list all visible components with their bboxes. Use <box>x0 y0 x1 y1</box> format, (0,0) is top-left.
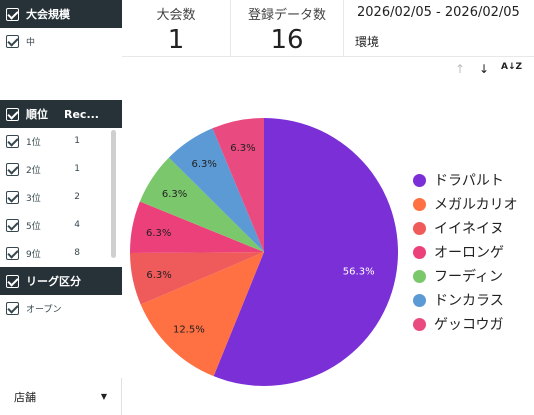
taikai-item-label: 中 <box>26 37 36 48</box>
rank-filter-item[interactable]: 2位 1 <box>0 158 80 180</box>
rank-filter-item[interactable]: 9位 8 <box>0 242 80 264</box>
legend-label: ドラパルト <box>434 173 504 189</box>
rank-filter-header[interactable]: 順位 Rec... <box>0 100 122 128</box>
pie-slice[interactable] <box>212 118 264 252</box>
rank-filter-count-header: Rec... <box>64 107 99 121</box>
rank-item-label: 5位 <box>26 221 41 232</box>
legend-swatch <box>413 245 426 259</box>
legend-label: ドンカラス <box>434 293 504 309</box>
league-select-all-checkbox[interactable] <box>6 274 19 288</box>
scorecard-label: 登録データ数 <box>247 8 326 23</box>
taikai-filter-header[interactable]: 大会規模 <box>0 0 122 28</box>
pie-slice-label: 6.3% <box>146 270 171 281</box>
pie-slice-label: 12.5% <box>173 324 205 335</box>
date-range-control[interactable]: 2026/02/05 - 2026/02/05 <box>357 5 520 20</box>
date-range-value: 2026/02/05 - 2026/02/05 <box>357 5 520 20</box>
rank-item-label: 2位 <box>26 165 41 176</box>
store-dropdown-label: 店舗 <box>14 390 36 404</box>
legend-item[interactable]: ゲッコウガ <box>413 314 503 334</box>
pie-slice[interactable] <box>140 252 264 377</box>
pie-slice[interactable] <box>213 118 398 386</box>
pie-slice-label: 6.3% <box>162 189 187 200</box>
league-item-label: オープン <box>26 304 62 315</box>
legend-item[interactable]: イイネイヌ <box>413 218 504 238</box>
rank-filter-item[interactable]: 3位 2 <box>0 186 80 208</box>
dropdown-caret-icon: ▼ <box>100 392 107 401</box>
rank-item-checkbox[interactable] <box>6 134 19 148</box>
league-filter-header[interactable]: リーグ区分 <box>0 267 122 295</box>
pie-slice-label: 6.3% <box>230 143 255 154</box>
legend-swatch <box>413 173 426 187</box>
scorecard-value: 1 <box>167 25 185 55</box>
rank-item-label: 9位 <box>26 249 41 260</box>
environment-label: 環境 <box>355 35 380 49</box>
legend-item[interactable]: オーロンゲ <box>413 242 504 262</box>
sort-descending-icon[interactable]: ↓ <box>479 62 490 76</box>
pie-slice[interactable] <box>139 157 264 252</box>
rank-item-checkbox[interactable] <box>6 218 19 232</box>
rank-filter-scrollbar[interactable] <box>111 130 116 258</box>
scorecard-event-count: 大会数 1 <box>122 0 230 56</box>
scorecard-label: 大会数 <box>156 8 196 23</box>
league-filter-title: リーグ区分 <box>26 275 81 288</box>
rank-item-count: 1 <box>74 164 80 174</box>
pie-slice[interactable] <box>130 201 264 254</box>
legend-item[interactable]: メガルカリオ <box>413 194 518 214</box>
rank-item-count: 2 <box>74 192 80 202</box>
legend-item[interactable]: フーディン <box>413 266 503 286</box>
legend-label: イイネイヌ <box>434 221 504 237</box>
pie-slice[interactable] <box>168 128 264 252</box>
legend-label: フーディン <box>434 269 504 285</box>
rank-item-count: 4 <box>74 220 80 230</box>
rank-item-count: 8 <box>74 248 80 258</box>
rank-item-checkbox[interactable] <box>6 162 19 176</box>
pie-slice-label: 6.3% <box>191 159 216 170</box>
legend-swatch <box>413 197 426 211</box>
legend-item[interactable]: ドラパルト <box>413 170 504 190</box>
rank-item-label: 3位 <box>26 193 41 204</box>
league-filter-item[interactable]: オープン <box>0 297 61 319</box>
sort-ascending-icon[interactable]: ↑ <box>455 62 466 76</box>
pie-slice-label: 56.3% <box>343 266 375 277</box>
environment-filter[interactable]: 環境 <box>355 33 379 50</box>
rank-item-checkbox[interactable] <box>6 190 19 204</box>
taikai-select-all-checkbox[interactable] <box>6 7 19 21</box>
rank-select-all-checkbox[interactable] <box>6 107 19 121</box>
rank-filter-item[interactable]: 5位 4 <box>0 214 80 236</box>
rank-filter-title: 順位 <box>26 108 48 121</box>
legend-label: オーロンゲ <box>434 245 504 261</box>
sort-alphabetical-icon[interactable]: A↓Z <box>501 62 523 72</box>
scorecard-record-count: 登録データ数 16 <box>231 0 343 56</box>
taikai-item-checkbox[interactable] <box>6 34 19 48</box>
rank-item-count: 1 <box>74 136 80 146</box>
scorecard-value: 16 <box>270 25 304 55</box>
store-dropdown[interactable]: 店舗 ▼ <box>0 378 122 415</box>
pie-slice-label: 6.3% <box>146 228 171 239</box>
taikai-filter-title: 大会規模 <box>26 8 70 21</box>
rank-filter-item[interactable]: 1位 1 <box>0 130 80 152</box>
legend-swatch <box>413 269 426 283</box>
legend-swatch <box>413 317 426 331</box>
pie-slice[interactable] <box>130 252 264 305</box>
legend-label: メガルカリオ <box>434 197 518 213</box>
legend-item[interactable]: ドンカラス <box>413 290 504 310</box>
rank-item-checkbox[interactable] <box>6 246 19 260</box>
legend-label: ゲッコウガ <box>434 317 504 333</box>
taikai-filter-item[interactable]: 中 <box>0 30 35 52</box>
legend-swatch <box>413 221 426 235</box>
rank-item-label: 1位 <box>26 137 41 148</box>
legend-swatch <box>413 293 426 307</box>
league-item-checkbox[interactable] <box>6 301 19 315</box>
